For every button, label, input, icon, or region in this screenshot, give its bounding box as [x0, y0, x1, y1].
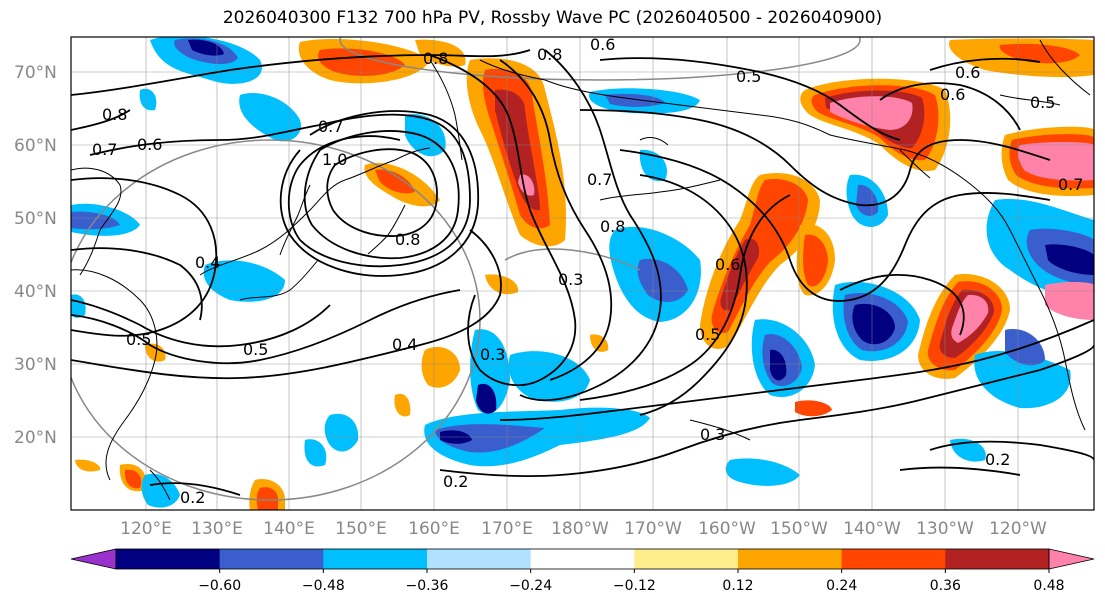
lon-label: 150°W — [770, 519, 828, 539]
colorbar-tick-label: 0.12 — [722, 578, 753, 594]
contour-label: 0.7 — [318, 117, 343, 136]
colorbar-segment — [427, 549, 532, 569]
contour-label: 0.4 — [392, 335, 417, 354]
lon-label: 150°E — [335, 519, 387, 539]
longitude-labels: 120°E 130°E 140°E 150°E 160°E 170°E 180°… — [120, 519, 1047, 539]
lat-label: 60°N — [14, 136, 57, 156]
contour-label: 0.8 — [102, 105, 127, 124]
colorbar-segment — [738, 549, 843, 569]
contour-labels: 0.8 0.7 0.6 0.5 1.0 0.7 0.6 0.8 0.8 0.7 … — [92, 35, 1083, 507]
lat-label: 30°N — [14, 355, 57, 375]
contour-label: 1.0 — [322, 150, 347, 169]
lon-label: 120°W — [989, 519, 1047, 539]
colorbar-tick-label: −0.12 — [613, 578, 656, 594]
contour-label: 0.3 — [558, 270, 583, 289]
contour-label: 0.2 — [180, 488, 205, 507]
colorbar-border — [115, 548, 1050, 570]
lat-label: 50°N — [14, 209, 57, 229]
colorbar-segment — [530, 549, 635, 569]
contour-label: 0.8 — [423, 49, 448, 68]
map-area: 0.8 0.7 0.6 0.5 1.0 0.7 0.6 0.8 0.8 0.7 … — [71, 35, 1094, 510]
colorbar-tick-label: −0.24 — [509, 578, 552, 594]
pv-contours — [71, 49, 1094, 496]
colorbar-segment — [219, 549, 324, 569]
lon-label: 170°E — [481, 519, 533, 539]
colorbar-arrow-high — [1048, 548, 1095, 570]
lon-label: 140°E — [263, 519, 315, 539]
map-title: 2026040300 F132 700 hPa PV, Rossby Wave … — [222, 8, 883, 28]
coastlines — [71, 39, 1091, 501]
colorbar-tick-label: −0.36 — [406, 578, 449, 594]
map-border — [70, 36, 1095, 511]
contour-label: 0.6 — [590, 35, 615, 54]
colorbar-segment — [945, 549, 1050, 569]
colorbar-segment — [634, 549, 739, 569]
lon-label: 140°W — [843, 519, 901, 539]
colorbar-tick-label: −0.48 — [302, 578, 345, 594]
contour-label: 0.5 — [736, 67, 761, 86]
contour-label: 0.6 — [137, 135, 162, 154]
lon-label: 170°W — [624, 519, 682, 539]
colorbar-segment — [116, 549, 221, 569]
contour-label: 0.2 — [443, 472, 468, 491]
contour-label: 0.5 — [126, 330, 151, 349]
contour-label: 0.3 — [700, 425, 725, 444]
contour-label: 0.5 — [695, 325, 720, 344]
colorbar-tick-label: 0.48 — [1033, 578, 1064, 594]
colorbar-segment — [841, 549, 946, 569]
colorbar-tick-label: 0.36 — [930, 578, 961, 594]
lon-label: 130°W — [916, 519, 974, 539]
contour-label: 0.7 — [92, 140, 117, 159]
latitude-labels: 70°N 60°N 50°N 40°N 30°N 20°N — [14, 63, 57, 448]
contour-label: 0.5 — [1030, 93, 1055, 112]
contour-label: 0.8 — [537, 45, 562, 64]
lon-label: 160°W — [698, 519, 756, 539]
contour-label: 0.7 — [587, 170, 612, 189]
contour-label: 0.2 — [985, 450, 1010, 469]
colorbar: −0.60 −0.48 −0.36 −0.24 −0.12 0.12 0.24 0.36 0.4… — [70, 548, 1095, 594]
colorbar-tick-label: 0.24 — [826, 578, 857, 594]
contour-label: 0.7 — [1058, 175, 1083, 194]
contour-label: 0.8 — [600, 217, 625, 236]
contour-label: 0.3 — [480, 345, 505, 364]
lat-label: 70°N — [14, 63, 57, 83]
lat-label: 40°N — [14, 282, 57, 302]
lon-label: 160°E — [408, 519, 460, 539]
contour-label: 0.5 — [243, 340, 268, 359]
lat-label: 20°N — [14, 428, 57, 448]
contour-label: 0.6 — [955, 63, 980, 82]
colorbar-tick-label: −0.60 — [198, 578, 241, 594]
contour-label: 0.6 — [715, 255, 740, 274]
contour-label: 0.8 — [395, 230, 420, 249]
lon-label: 130°E — [191, 519, 243, 539]
lon-label: 120°E — [120, 519, 172, 539]
colorbar-arrow-low — [70, 548, 117, 570]
colorbar-segment — [323, 549, 428, 569]
lon-label: 180°W — [551, 519, 609, 539]
contour-label: 0.4 — [195, 253, 220, 272]
contour-label: 0.6 — [940, 85, 965, 104]
